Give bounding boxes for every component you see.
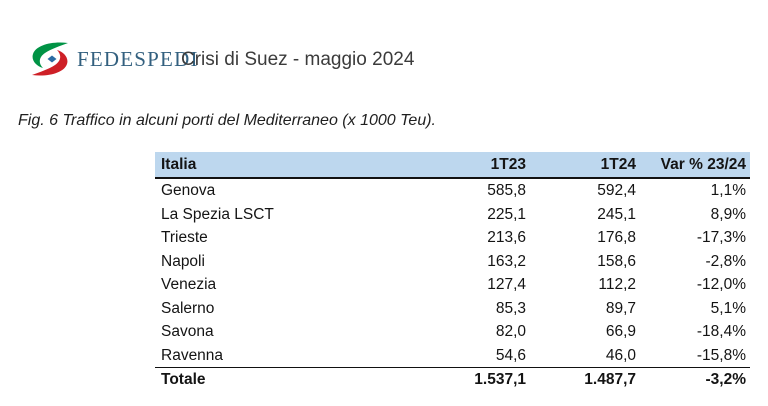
port-name: Venezia <box>161 276 217 293</box>
value-1t24: 112,2 <box>598 276 636 293</box>
column-header-italia: Italia <box>155 152 435 179</box>
value-var: -18,4% <box>696 323 746 340</box>
port-name: La Spezia LSCT <box>161 205 274 223</box>
table-row: Salerno 85,3 89,7 5,1% <box>155 297 750 321</box>
page-title: Crisi di Suez - maggio 2024 <box>181 49 415 70</box>
value-1t24: 158,6 <box>597 252 636 270</box>
value-var: -15,8% <box>640 343 750 368</box>
value-1t24: 245,1 <box>597 205 636 223</box>
port-name: Savona <box>161 323 214 340</box>
value-var: 5,1% <box>710 299 746 317</box>
port-name: Ravenna <box>155 343 435 368</box>
value-1t24: 46,0 <box>530 343 640 368</box>
value-var: 1,1% <box>710 182 746 199</box>
value-1t24: 89,7 <box>605 299 636 317</box>
fedespedi-logo-icon <box>32 42 68 76</box>
column-header-var: Var % 23/24 <box>640 152 750 179</box>
value-1t23: 127,4 <box>487 276 526 293</box>
value-1t23: 82,0 <box>495 323 526 340</box>
traffic-table-container: Italia 1T23 1T24 Var % 23/24 Genova 585,… <box>155 152 750 392</box>
value-1t24: 176,8 <box>597 229 636 246</box>
total-var: -3,2% <box>705 371 747 388</box>
value-1t23: 54,6 <box>435 343 530 368</box>
total-1t24: 1.487,7 <box>584 371 636 388</box>
brand-bar: FEDESPEDI <box>30 42 199 76</box>
port-name: Genova <box>161 182 216 199</box>
value-1t23: 85,3 <box>495 299 526 317</box>
port-name: Trieste <box>161 229 208 246</box>
value-1t23: 213,6 <box>487 229 526 246</box>
table-row: Venezia 127,4 112,2 -12,0% <box>155 273 750 297</box>
value-var: -17,3% <box>696 229 746 246</box>
figure-caption: Fig. 6 Traffico in alcuni porti del Medi… <box>18 112 436 129</box>
table-row: Trieste 213,6 176,8 -17,3% <box>155 226 750 250</box>
table-header: Italia 1T23 1T24 Var % 23/24 <box>155 152 750 179</box>
port-name: Salerno <box>161 299 215 317</box>
fedespedi-logo-text: FEDESPEDI <box>77 46 199 71</box>
table-header-row: Italia 1T23 1T24 Var % 23/24 <box>155 152 750 179</box>
value-1t24: 66,9 <box>605 323 636 340</box>
value-1t23: 163,2 <box>487 252 526 270</box>
table-row: La Spezia LSCT 225,1 245,1 8,9% <box>155 203 750 227</box>
column-header-1t24: 1T24 <box>530 152 640 179</box>
table-body: Genova 585,8 592,4 1,1% La Spezia LSCT 2… <box>155 178 750 392</box>
value-var: 8,9% <box>710 205 746 223</box>
value-1t24: 592,4 <box>597 182 636 199</box>
column-header-1t23: 1T23 <box>435 152 530 179</box>
value-var: -2,8% <box>705 252 747 270</box>
table-row: Napoli 163,2 158,6 -2,8% <box>155 250 750 274</box>
port-name: Napoli <box>161 252 205 270</box>
total-1t23: 1.537,1 <box>474 371 526 388</box>
table-total-row: Totale 1.537,1 1.487,7 -3,2% <box>155 368 750 392</box>
table-row: Savona 82,0 66,9 -18,4% <box>155 320 750 344</box>
value-1t23: 225,1 <box>487 205 526 223</box>
value-var: -12,0% <box>696 276 746 293</box>
table-row: Genova 585,8 592,4 1,1% <box>155 178 750 203</box>
table-row: Ravenna 54,6 46,0 -15,8% <box>155 343 750 368</box>
traffic-table: Italia 1T23 1T24 Var % 23/24 Genova 585,… <box>155 152 750 392</box>
total-label: Totale <box>161 371 206 388</box>
value-1t23: 585,8 <box>487 182 526 199</box>
